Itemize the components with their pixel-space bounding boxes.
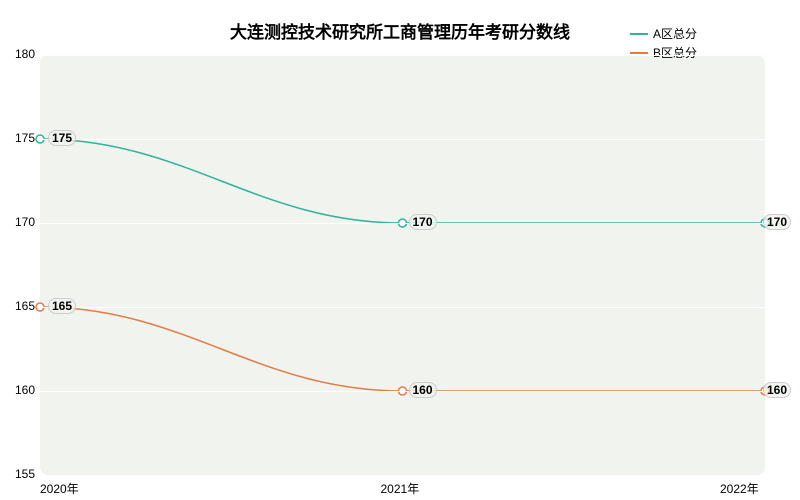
value-label: 165 bbox=[48, 298, 76, 314]
gridline bbox=[40, 391, 765, 392]
value-label: 160 bbox=[409, 382, 437, 398]
chart-svg bbox=[0, 0, 800, 500]
gridline bbox=[40, 475, 765, 476]
y-axis-label: 160 bbox=[15, 383, 35, 397]
series-line bbox=[40, 139, 765, 223]
x-axis-label: 2021年 bbox=[381, 480, 420, 497]
y-axis-label: 155 bbox=[15, 467, 35, 481]
y-axis-label: 175 bbox=[15, 131, 35, 145]
gridline bbox=[40, 307, 765, 308]
y-axis-label: 170 bbox=[15, 215, 35, 229]
value-label: 175 bbox=[48, 130, 76, 146]
gridline bbox=[40, 223, 765, 224]
value-label: 170 bbox=[409, 214, 437, 230]
series-line bbox=[40, 307, 765, 391]
y-axis-label: 180 bbox=[15, 47, 35, 61]
chart-container: 大连测控技术研究所工商管理历年考研分数线 A区总分B区总分 1551601651… bbox=[0, 0, 800, 500]
value-label: 170 bbox=[763, 214, 791, 230]
gridline bbox=[40, 139, 765, 140]
value-label: 160 bbox=[763, 382, 791, 398]
x-axis-label: 2022年 bbox=[720, 480, 759, 497]
y-axis-label: 165 bbox=[15, 299, 35, 313]
x-axis-label: 2020年 bbox=[40, 480, 79, 497]
gridline bbox=[40, 55, 765, 56]
